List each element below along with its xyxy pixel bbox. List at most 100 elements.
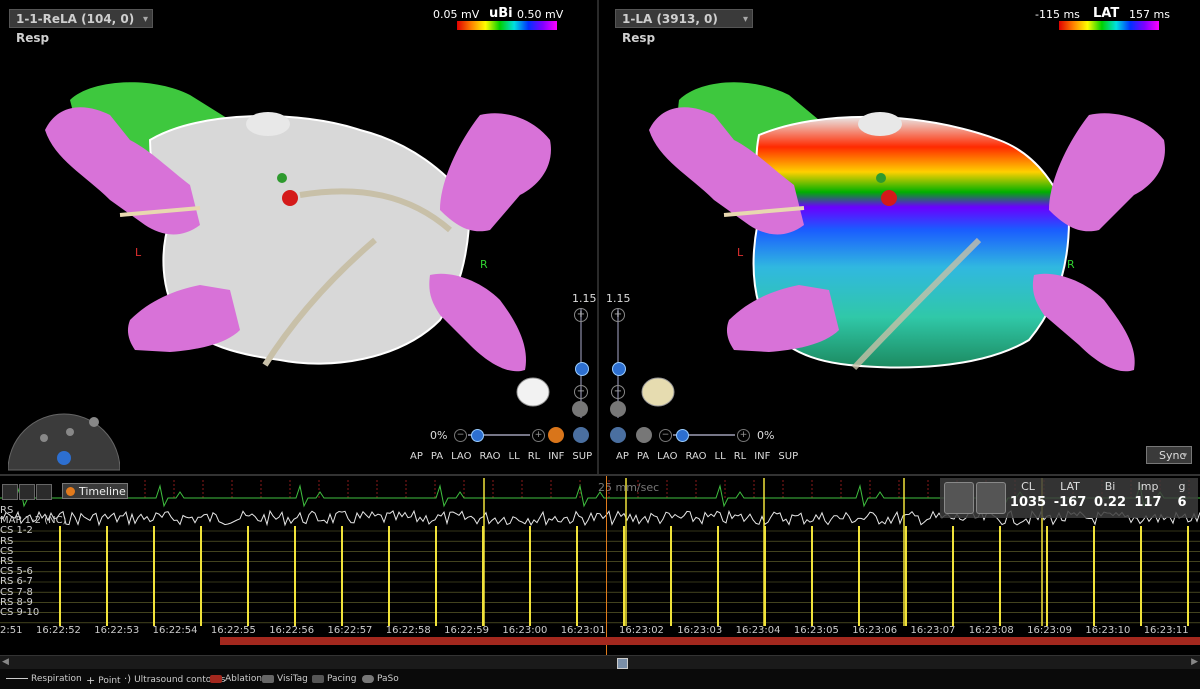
right-transparency-minus-icon[interactable]: − [659, 429, 672, 442]
catheter-icon[interactable] [976, 482, 1006, 514]
right-transparency-slider[interactable]: − + [659, 428, 750, 442]
left-view-ap[interactable]: AP [410, 451, 423, 462]
timeline-scrollbar[interactable]: ◀ ▶ [0, 655, 1200, 669]
time-tick-label: 16:23:05 [793, 625, 839, 636]
right-transparency-knob[interactable] [676, 429, 689, 442]
right-view-rl[interactable]: RL [733, 451, 747, 462]
toolbar-grid-icon[interactable] [19, 484, 35, 500]
left-view-pa[interactable]: PA [430, 451, 444, 462]
right-ref-point [876, 173, 886, 183]
left-view-sup[interactable]: SUP [572, 451, 593, 462]
left-view-lao[interactable]: LAO [451, 451, 472, 462]
channel-label: RS 6-7 [0, 576, 33, 588]
time-tick-label: 16:23:00 [502, 625, 548, 636]
timeline-button[interactable]: Timeline [62, 483, 128, 499]
time-tick-label: 16:23:09 [1027, 625, 1073, 636]
right-color-icon[interactable] [636, 427, 652, 443]
time-tick-label: 16:22:58 [385, 625, 431, 636]
right-light-icon[interactable] [610, 427, 626, 443]
toolbar-zoom-icon[interactable] [2, 484, 18, 500]
time-tick-label: 16:22:59 [444, 625, 490, 636]
time-tick-label: 16:22:53 [94, 625, 140, 636]
right-map-left-upper-pv [649, 107, 804, 235]
compass-icon[interactable] [944, 482, 974, 514]
right-view-toggle-icon[interactable] [610, 401, 626, 417]
left-view-rl[interactable]: RL [527, 451, 541, 462]
right-heart-orientation-icon[interactable] [641, 377, 675, 407]
left-zoom-slider[interactable]: + − [574, 308, 589, 418]
scroll-left-icon[interactable]: ◀ [2, 657, 9, 667]
left-zoom-knob[interactable] [575, 362, 589, 376]
sync-label: Sync [1159, 449, 1186, 462]
right-view-inf[interactable]: INF [754, 451, 771, 462]
timeline-cursor[interactable] [606, 476, 607, 656]
time-tick-label: 16:22:57 [327, 625, 373, 636]
channel-label: RS [0, 556, 14, 568]
left-zoom-minus-icon[interactable]: − [574, 385, 588, 399]
right-zoom-minus-icon[interactable]: − [611, 385, 625, 399]
left-color-icon[interactable] [548, 427, 564, 443]
right-view-rao[interactable]: RAO [685, 451, 707, 462]
left-view-inf[interactable]: INF [548, 451, 565, 462]
legend-ultrasound: ·) Ultrasound contours [124, 674, 226, 685]
left-view-ll[interactable]: LL [508, 451, 520, 462]
time-tick-label: 16:23:06 [852, 625, 898, 636]
right-map-selector[interactable]: 1-LA (3913, 0) Resp ▾ [615, 9, 753, 45]
orientation-down-icon[interactable] [57, 451, 71, 465]
left-view-buttons: AP PA LAO RAO LL RL INF SUP [410, 451, 592, 462]
left-lower-pv [127, 285, 240, 352]
time-tick-label: 16:23:03 [677, 625, 723, 636]
ecg-traces [0, 478, 1200, 626]
left-transparency-plus-icon[interactable]: + [532, 429, 545, 442]
left-map-selector[interactable]: 1-1-ReLA (104, 0) Resp ▾ [9, 9, 153, 45]
legend-pacing: Pacing [312, 674, 356, 684]
time-tick-label: 16:23:01 [560, 625, 606, 636]
right-lasso-catheter [723, 206, 805, 217]
visitag-icon [262, 674, 274, 683]
orientation-dial[interactable] [8, 410, 120, 472]
right-zoom-slider[interactable]: + − [611, 308, 626, 418]
right-transparency-value: 0% [757, 429, 775, 442]
ultrasound-icon: ·) [124, 674, 132, 685]
left-transparency-minus-icon[interactable]: − [454, 429, 467, 442]
right-scale-max: 157 ms [1129, 8, 1170, 21]
left-zoom-plus-icon[interactable]: + [574, 308, 588, 322]
param-cl: CL 1035 [1009, 480, 1047, 510]
param-bi: Bi 0.22 [1093, 480, 1127, 510]
right-zoom-plus-icon[interactable]: + [611, 308, 625, 322]
right-map-panel[interactable]: 1-LA (3913, 0) Resp ▾ -115 ms LAT 157 ms [599, 0, 1200, 474]
orientation-close-icon[interactable] [89, 417, 99, 427]
right-view-lao[interactable]: LAO [657, 451, 678, 462]
right-view-ll[interactable]: LL [714, 451, 726, 462]
left-transparency-slider[interactable]: − + [454, 428, 545, 442]
left-transparency-knob[interactable] [471, 429, 484, 442]
sync-dropdown[interactable]: Sync ▾ [1146, 446, 1192, 464]
right-view-ap[interactable]: AP [616, 451, 629, 462]
pacing-icon [312, 674, 324, 683]
left-lasso-catheter [119, 206, 201, 217]
left-view-rao[interactable]: RAO [479, 451, 501, 462]
left-map-panel[interactable]: 1-1-ReLA (104, 0) Resp ▾ 0.05 mV uBi 0.5… [0, 0, 599, 474]
right-view-buttons: AP PA LAO RAO LL RL INF SUP [616, 451, 798, 462]
right-mitral-marker [858, 112, 902, 136]
right-anatomy-map[interactable]: L R [599, 0, 1200, 474]
right-lower-pv [429, 273, 526, 372]
right-transparency-plus-icon[interactable]: + [737, 429, 750, 442]
timeline-icon [66, 487, 75, 496]
scroll-thumb[interactable] [617, 658, 628, 669]
legend-respiration: Respiration [6, 674, 82, 684]
channel-label: MAP 1-2 (NC) [0, 515, 67, 527]
scroll-right-icon[interactable]: ▶ [1191, 657, 1198, 667]
time-tick-label: 16:22:52 [36, 625, 81, 636]
right-zoom-knob[interactable] [612, 362, 626, 376]
left-anatomy-map[interactable]: L R [0, 0, 597, 474]
left-view-toggle-icon[interactable] [572, 401, 588, 417]
right-view-sup[interactable]: SUP [778, 451, 799, 462]
toolbar-settings-icon[interactable] [36, 484, 52, 500]
map-trace [0, 509, 1200, 527]
legend-ablation: Ablation [210, 674, 262, 684]
right-view-pa[interactable]: PA [636, 451, 650, 462]
ablation-bar [220, 637, 1200, 645]
left-heart-orientation-icon[interactable] [516, 377, 550, 407]
left-light-icon[interactable] [573, 427, 589, 443]
